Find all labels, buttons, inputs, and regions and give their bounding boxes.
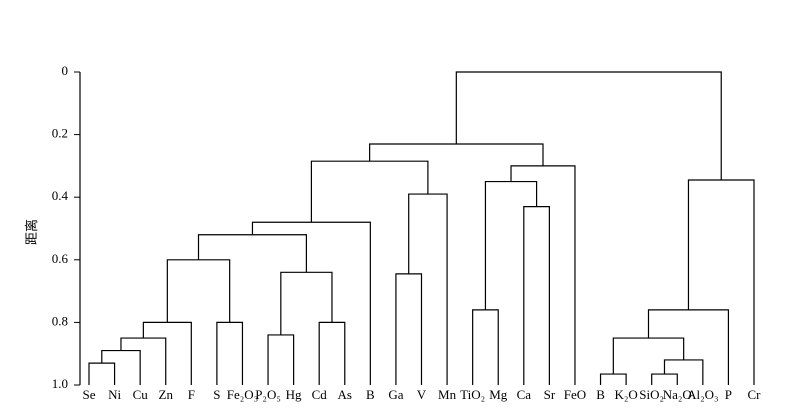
merge-link xyxy=(663,359,704,385)
leaf-label: B xyxy=(366,387,375,402)
y-tick-label: 0.2 xyxy=(52,126,68,141)
leaf-label: Cd xyxy=(312,387,328,402)
merge-link xyxy=(599,373,627,385)
merge-link xyxy=(687,179,755,385)
merge-link xyxy=(101,349,141,385)
leaf-label: S xyxy=(213,387,220,402)
merge-link xyxy=(523,205,550,385)
y-tick-label: 1.0 xyxy=(52,376,68,391)
leaf-label: K₂O xyxy=(614,387,637,402)
leaf-label: Cu xyxy=(133,387,149,402)
leaf-label: Fe₂O₃ xyxy=(227,387,258,402)
merge-link xyxy=(510,165,576,385)
leaf-label: Ni xyxy=(108,387,121,402)
leaf-label: TiO₂ xyxy=(460,387,485,402)
leaf-label: Sr xyxy=(544,387,556,402)
leaf-label: P xyxy=(725,387,732,402)
merge-link xyxy=(166,259,231,323)
merge-link xyxy=(280,271,333,335)
leaf-label: As xyxy=(338,387,352,402)
merge-link xyxy=(395,273,423,385)
merge-link xyxy=(251,221,371,385)
merge-link xyxy=(197,234,308,273)
merge-link xyxy=(318,321,346,385)
merge-link xyxy=(484,180,538,310)
merge-link xyxy=(142,321,192,385)
leaf-label: Se xyxy=(83,387,96,402)
leaf-label: B xyxy=(596,387,605,402)
merge-link xyxy=(120,337,167,385)
merge-link xyxy=(267,334,295,385)
leaf-label: Al₂O₃ xyxy=(687,387,718,402)
leaf-label: Mg xyxy=(489,387,508,402)
leaf-label: Mn xyxy=(438,387,457,402)
merge-link xyxy=(216,321,244,385)
merge-link xyxy=(612,337,685,375)
y-axis-label: 距离 xyxy=(24,219,39,245)
merge-link xyxy=(455,71,722,180)
leaf-label: Cr xyxy=(748,387,762,402)
merge-link xyxy=(369,143,544,166)
y-tick-label: 0 xyxy=(62,63,69,78)
leaf-label: F xyxy=(188,387,195,402)
leaf-label: Hg xyxy=(286,387,302,402)
merge-link xyxy=(310,160,429,223)
merge-link xyxy=(472,309,499,385)
leaf-label: P₂O₅ xyxy=(255,387,281,402)
merge-link xyxy=(88,362,116,385)
leaf-label: SiO₂ xyxy=(639,387,664,402)
leaf-label: Na₂O xyxy=(663,387,692,402)
leaf-label: FeO xyxy=(564,387,586,402)
y-tick-label: 0.4 xyxy=(52,188,69,203)
leaf-label: Ca xyxy=(517,387,532,402)
y-tick-label: 0.8 xyxy=(52,313,68,328)
leaf-label: V xyxy=(417,387,427,402)
leaf-label: Ga xyxy=(388,387,403,402)
leaf-label: Zn xyxy=(159,387,174,402)
y-tick-label: 0.6 xyxy=(52,251,69,266)
merge-link xyxy=(651,373,678,385)
merge-link xyxy=(408,193,448,385)
